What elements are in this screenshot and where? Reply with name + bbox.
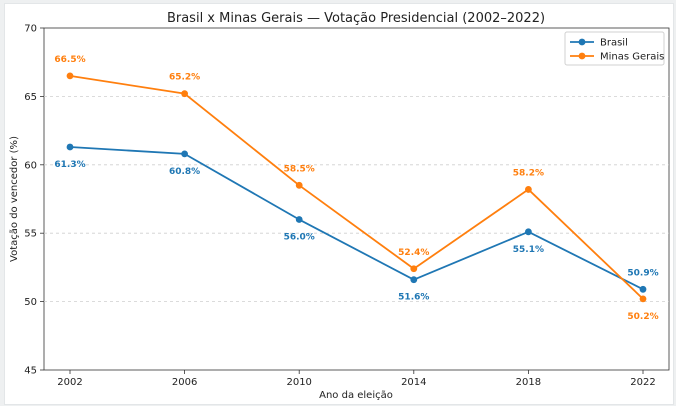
y-tick-label: 50 <box>24 297 37 308</box>
data-point-minas-gerais <box>181 90 189 98</box>
data-point-minas-gerais <box>295 181 303 189</box>
plot-area <box>43 27 670 371</box>
y-tick-label: 65 <box>24 92 37 103</box>
data-point-brasil <box>66 143 74 151</box>
data-label-minas-gerais: 58.5% <box>284 164 315 174</box>
data-label-brasil: 61.3% <box>54 160 85 170</box>
legend: Brasil Minas Gerais <box>564 31 665 66</box>
data-point-brasil <box>181 150 189 158</box>
legend-label-brasil: Brasil <box>600 38 628 49</box>
y-tick-label: 55 <box>24 229 37 240</box>
data-point-minas-gerais <box>410 265 418 273</box>
x-tick-label: 2022 <box>630 377 655 388</box>
x-tick-label: 2014 <box>401 377 426 388</box>
y-tick-label: 45 <box>24 366 37 377</box>
series-line-brasil <box>69 146 644 291</box>
data-label-brasil: 60.8% <box>169 167 200 177</box>
legend-label-minas-gerais: Minas Gerais <box>600 52 664 63</box>
x-axis-label: Ano da eleição <box>319 390 393 401</box>
data-point-brasil <box>295 216 303 223</box>
x-tick-label: 2006 <box>172 377 197 388</box>
chart-frame <box>4 3 674 405</box>
data-label-minas-gerais: 58.2% <box>513 168 544 178</box>
legend-marker-minas-gerais <box>578 52 586 60</box>
data-label-minas-gerais: 66.5% <box>54 55 85 65</box>
data-label-minas-gerais: 52.4% <box>398 248 429 258</box>
data-label-brasil: 51.6% <box>398 293 429 303</box>
y-axis-label: Votação do vencedor (%) <box>9 136 20 262</box>
data-labels: 61.3% 60.8% 56.0% 51.6% 55.1% 50.9% 66.5% 65.2%… <box>54 55 658 322</box>
series-layer <box>66 72 647 303</box>
data-label-brasil: 55.1% <box>513 245 544 255</box>
data-point-brasil <box>639 285 647 293</box>
axis-ticks: 45 50 55 60 65 70 2002 2006 2010 2014 2018 2022 <box>24 24 655 389</box>
series-line-minas-gerais <box>69 74 644 300</box>
x-tick-label: 2002 <box>57 377 82 388</box>
data-label-brasil: 50.9% <box>627 268 658 278</box>
x-tick-label: 2018 <box>516 377 541 388</box>
legend-marker-brasil <box>578 38 586 46</box>
data-label-minas-gerais: 65.2% <box>169 73 200 83</box>
chart-title: Brasil x Minas Gerais — Votação Presiden… <box>167 11 545 26</box>
grid <box>44 96 669 303</box>
data-label-brasil: 56.0% <box>284 233 315 243</box>
data-label-minas-gerais: 50.2% <box>627 312 658 322</box>
y-tick-label: 60 <box>24 160 37 171</box>
data-point-minas-gerais <box>525 186 532 193</box>
y-tick-label: 70 <box>24 24 37 35</box>
data-point-brasil <box>410 276 418 284</box>
data-point-minas-gerais <box>639 295 647 303</box>
data-point-minas-gerais <box>66 72 74 80</box>
x-tick-label: 2010 <box>286 377 311 388</box>
data-point-brasil <box>525 228 532 236</box>
